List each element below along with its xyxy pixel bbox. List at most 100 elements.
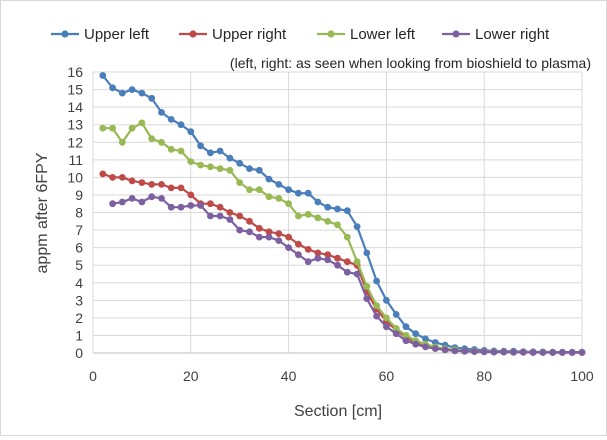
y-tick-label: 16: [67, 64, 83, 80]
data-point-upper-left: [265, 175, 273, 183]
data-point-lower-right: [226, 216, 234, 223]
data-point-lower-right: [568, 349, 576, 356]
y-tick-label: 15: [67, 82, 83, 98]
data-point-upper-left: [167, 116, 175, 123]
legend-label: Lower left: [350, 26, 416, 43]
data-point-upper-left: [353, 223, 361, 231]
data-point-lower-left: [109, 124, 116, 132]
data-point-lower-left: [118, 138, 126, 146]
data-point-lower-left: [285, 200, 292, 208]
data-point-lower-right: [451, 347, 459, 355]
data-point-upper-left: [412, 330, 420, 338]
data-point-upper-left: [402, 323, 410, 331]
data-point-lower-left: [353, 258, 361, 266]
data-point-upper-right: [99, 170, 107, 178]
data-point-upper-right: [285, 233, 292, 241]
data-point-lower-right: [167, 203, 175, 211]
data-point-upper-right: [109, 174, 116, 181]
data-point-lower-right: [549, 349, 557, 356]
data-point-lower-right: [118, 198, 126, 206]
data-point-lower-right: [158, 195, 165, 202]
y-tick-label: 10: [67, 169, 83, 185]
data-point-lower-right: [324, 256, 332, 264]
data-point-upper-left: [236, 159, 244, 167]
data-point-upper-right: [207, 200, 214, 208]
data-point-upper-left: [363, 249, 371, 257]
data-point-lower-right: [128, 195, 136, 202]
data-point-lower-right: [255, 233, 263, 241]
data-point-lower-right: [109, 200, 116, 208]
data-point-lower-right: [177, 203, 185, 211]
x-axis-title: Section [cm]: [294, 403, 382, 420]
data-point-lower-right: [402, 337, 410, 345]
data-point-upper-left: [383, 296, 390, 304]
y-tick-label: 6: [75, 240, 83, 256]
data-point-upper-right: [128, 177, 136, 185]
data-point-lower-right: [480, 348, 488, 356]
data-point-lower-left: [324, 217, 332, 225]
data-point-lower-left: [197, 161, 205, 169]
series-upper-left: [99, 72, 586, 356]
data-point-lower-right: [265, 233, 273, 241]
data-point-lower-right: [519, 348, 527, 356]
data-point-upper-right: [343, 258, 351, 266]
y-tick-label: 13: [67, 117, 83, 133]
y-tick-label: 5: [75, 257, 83, 273]
data-point-upper-right: [265, 228, 273, 236]
data-point-lower-right: [295, 251, 302, 259]
legend-item-lower-right: Lower right: [442, 26, 550, 43]
data-point-upper-right: [295, 240, 302, 248]
data-point-upper-left: [392, 311, 400, 318]
data-point-upper-right: [148, 181, 156, 188]
data-point-lower-left: [295, 212, 302, 220]
data-point-upper-right: [216, 203, 224, 211]
data-point-upper-left: [246, 165, 253, 173]
data-point-lower-right: [275, 237, 283, 245]
data-point-lower-left: [334, 221, 341, 229]
data-point-lower-left: [226, 166, 234, 174]
data-point-lower-right: [461, 347, 468, 355]
series-group: [99, 72, 586, 356]
data-point-lower-right: [216, 212, 224, 220]
data-point-lower-right: [383, 323, 390, 331]
data-point-lower-left: [402, 332, 410, 339]
data-point-lower-left: [275, 195, 283, 202]
x-tick-label: 100: [570, 368, 594, 384]
data-point-upper-right: [167, 184, 175, 192]
data-point-upper-right: [304, 246, 312, 253]
y-tick-label: 12: [67, 134, 83, 150]
data-point-lower-right: [187, 202, 195, 209]
data-point-lower-right: [353, 270, 361, 278]
data-point-lower-right: [431, 345, 439, 352]
series-upper-right: [99, 170, 586, 356]
data-point-lower-right: [304, 258, 312, 266]
data-point-upper-left: [207, 149, 214, 157]
data-point-upper-left: [285, 186, 292, 194]
data-point-upper-left: [118, 89, 126, 97]
data-point-lower-right: [236, 226, 244, 234]
y-tick-label: 8: [75, 205, 83, 221]
data-point-lower-right: [363, 295, 371, 302]
legend-swatch-marker: [61, 30, 69, 38]
data-point-upper-right: [246, 217, 253, 225]
series-line-upper-right: [102, 172, 582, 354]
data-point-upper-right: [118, 174, 126, 181]
legend-swatch-marker: [452, 30, 460, 38]
data-point-lower-left: [128, 124, 136, 132]
data-point-lower-left: [138, 119, 146, 127]
data-point-upper-right: [255, 224, 263, 232]
data-point-upper-left: [226, 154, 234, 162]
gridlines: [93, 71, 583, 354]
x-tick-labels: 0 20 40 60 80 100: [89, 368, 594, 384]
data-point-upper-right: [236, 212, 244, 220]
data-point-upper-right: [226, 209, 234, 216]
data-point-lower-left: [246, 186, 253, 194]
data-point-lower-right: [529, 349, 537, 356]
legend-swatch-marker: [189, 30, 197, 38]
series-lower-left: [99, 119, 586, 356]
y-tick-label: 9: [75, 187, 83, 203]
x-tick-label: 20: [183, 368, 199, 384]
